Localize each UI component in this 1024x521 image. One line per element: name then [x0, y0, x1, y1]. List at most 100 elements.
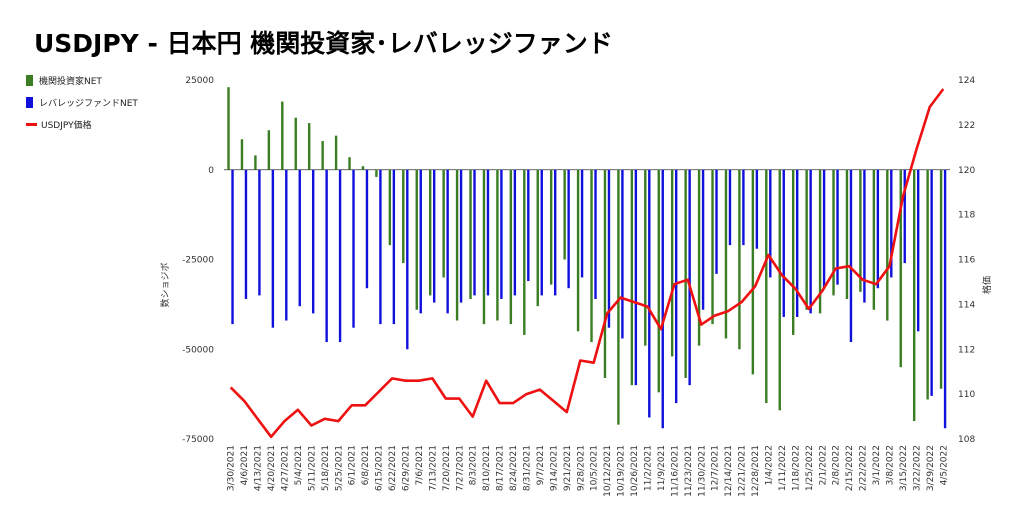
x-tick-label: 12/21/2021	[738, 445, 748, 497]
legend-swatch-institutional	[26, 74, 33, 86]
x-tick-label: 7/13/2021	[428, 445, 438, 491]
institutional-bar	[697, 169, 701, 346]
institutional-bar	[576, 169, 580, 332]
institutional-bar	[523, 169, 526, 335]
y2-tick-label: 118	[958, 211, 975, 221]
leveraged-bar	[365, 169, 369, 289]
institutional-bar	[657, 169, 660, 393]
x-tick-label: 3/1/2022	[872, 445, 882, 485]
institutional-bar	[482, 169, 486, 325]
y-tick-label: -50000	[182, 345, 214, 355]
y-tick-label: 0	[208, 166, 214, 176]
x-tick-label: 10/19/2021	[617, 445, 627, 497]
leveraged-bar	[674, 169, 678, 404]
x-tick-label: 3/8/2022	[886, 445, 896, 485]
leveraged-bar	[311, 169, 315, 314]
institutional-bar	[402, 169, 405, 264]
legend-line-price	[26, 122, 37, 126]
institutional-bar	[751, 169, 755, 375]
leveraged-bar	[769, 169, 772, 278]
leveraged-bar	[231, 169, 234, 325]
institutional-bar	[845, 169, 849, 299]
x-tick-label: 9/28/2021	[576, 445, 586, 491]
axis-labels: 数ショジボ 格価	[159, 262, 993, 307]
institutional-bar	[670, 169, 674, 357]
institutional-bar	[442, 169, 445, 278]
leveraged-bar	[271, 169, 275, 328]
price-line	[229, 88, 945, 439]
leveraged-bar	[728, 169, 732, 246]
x-tick-label: 8/24/2021	[509, 445, 519, 491]
x-tick-label: 3/15/2022	[899, 445, 909, 491]
leveraged-bar	[567, 169, 570, 289]
leveraged-bar	[285, 169, 288, 321]
institutional-bars	[227, 87, 943, 425]
leveraged-bar	[863, 169, 866, 303]
leveraged-bar	[916, 169, 920, 332]
leveraged-bar	[890, 169, 893, 278]
legend: 機関投資家NET レバレッジファンドNET USDJPY価格	[26, 74, 138, 140]
institutional-bar	[415, 169, 418, 310]
y2-tick-label: 116	[958, 256, 975, 266]
x-tick-label: 9/14/2021	[549, 445, 559, 491]
x-tick-label: 8/3/2021	[469, 445, 479, 485]
x-tick-label: 11/23/2021	[684, 445, 694, 497]
institutional-bar	[240, 139, 244, 170]
x-tick-label: 9/7/2021	[536, 445, 546, 485]
x-tick-label: 3/30/2021	[227, 445, 237, 491]
leveraged-bar	[930, 169, 933, 396]
x-tick-label: 1/18/2022	[791, 445, 801, 491]
x-tick-label: 8/31/2021	[523, 445, 533, 491]
leveraged-bar	[298, 169, 301, 307]
leveraged-bar	[258, 169, 261, 296]
price-line-group	[229, 88, 945, 439]
institutional-bar	[509, 169, 513, 325]
institutional-bar	[724, 169, 728, 339]
x-tick-label: 7/20/2021	[442, 445, 452, 491]
institutional-bar	[603, 169, 607, 378]
leveraged-bar	[540, 169, 543, 296]
leveraged-bar	[782, 169, 785, 317]
leveraged-bar	[836, 169, 839, 285]
leveraged-bar	[715, 169, 718, 274]
y-tick-label: -75000	[182, 435, 214, 445]
x-tick-label: 6/15/2021	[375, 445, 385, 491]
leveraged-bar	[634, 169, 638, 386]
institutional-bar	[496, 169, 499, 321]
institutional-bar	[818, 169, 822, 314]
leveraged-bar	[943, 169, 947, 429]
institutional-bar	[388, 169, 392, 246]
leveraged-bar	[486, 169, 490, 296]
x-tick-label: 11/2/2021	[644, 445, 654, 491]
institutional-bar	[859, 169, 862, 292]
x-tick-label: 11/30/2021	[697, 445, 707, 497]
x-tick-label: 2/1/2022	[818, 445, 828, 485]
institutional-bar	[791, 169, 795, 335]
leveraged-bar	[392, 169, 396, 325]
leveraged-bar	[244, 169, 248, 299]
y2-tick-label: 124	[958, 76, 975, 86]
x-tick-label: 1/25/2022	[805, 445, 815, 491]
leveraged-bar	[661, 169, 664, 429]
institutional-bar	[630, 169, 634, 386]
institutional-bar	[348, 157, 351, 170]
institutional-bar	[267, 130, 271, 170]
x-tick-label: 7/6/2021	[415, 445, 425, 485]
x-tick-label: 6/1/2021	[348, 445, 358, 485]
leveraged-bar	[876, 169, 880, 289]
institutional-bar	[939, 169, 943, 389]
leveraged-bar	[822, 169, 826, 289]
leveraged-bar	[325, 169, 328, 343]
institutional-bar	[590, 169, 593, 343]
x-tick-label: 12/7/2021	[711, 445, 721, 491]
leveraged-bars	[231, 169, 947, 429]
x-tick-label: 8/17/2021	[496, 445, 506, 491]
x-tick-label: 2/15/2022	[845, 445, 855, 491]
institutional-bar	[254, 155, 257, 170]
leveraged-bar	[648, 169, 651, 418]
legend-label-leveraged: レバレッジファンドNET	[39, 98, 138, 109]
institutional-bar	[428, 169, 432, 296]
leveraged-bar	[742, 169, 745, 246]
leveraged-bar	[459, 169, 463, 303]
